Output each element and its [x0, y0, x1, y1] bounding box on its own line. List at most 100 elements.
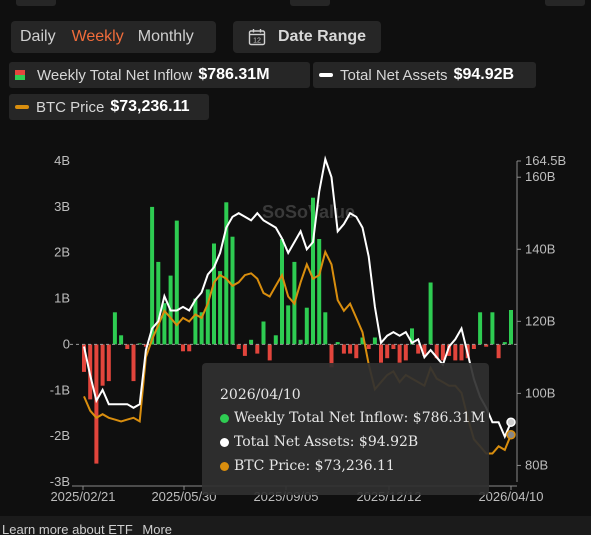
top-tab-stub[interactable] — [16, 0, 56, 6]
inflow-bar[interactable] — [341, 344, 346, 354]
inflow-bar[interactable] — [205, 289, 210, 345]
inflow-bar[interactable] — [397, 344, 402, 363]
inflow-bar[interactable] — [502, 342, 507, 345]
inflow-bar[interactable] — [137, 343, 142, 345]
legend-inflow[interactable]: Weekly Total Net Inflow $786.31M — [9, 62, 310, 88]
top-tab-stub[interactable] — [545, 0, 585, 6]
x-tick-label: 2026/04/10 — [478, 489, 543, 504]
inflow-bar[interactable] — [471, 344, 476, 349]
watermark-text: SoSoValue — [262, 202, 355, 222]
top-tab-stub[interactable] — [290, 0, 330, 6]
inflow-bar[interactable] — [106, 344, 111, 382]
footer: Learn more about ETF More — [0, 516, 591, 535]
inflow-bar[interactable] — [261, 321, 266, 345]
inflow-bar[interactable] — [354, 344, 359, 359]
tooltip-inflow-row: Weekly Total Net Inflow: $786.31M — [220, 410, 485, 426]
inflow-bar[interactable] — [372, 337, 377, 345]
inflow-bar[interactable] — [82, 344, 86, 372]
inflow-bar[interactable] — [242, 344, 247, 356]
inflow-bar[interactable] — [484, 344, 489, 347]
inflow-bar[interactable] — [125, 344, 130, 349]
inflow-bar[interactable] — [490, 312, 495, 345]
inflow-bar[interactable] — [224, 202, 229, 345]
inflow-bar[interactable] — [230, 236, 235, 345]
inflow-bar[interactable] — [94, 344, 99, 464]
inflow-bar[interactable] — [273, 335, 278, 345]
legend-btc-label: BTC Price — [36, 98, 105, 116]
tooltip-btc: BTC Price: $73,236.11 — [234, 458, 395, 474]
date-range-button[interactable]: 12 Date Range — [233, 21, 381, 53]
inflow-bar[interactable] — [329, 344, 334, 368]
inflow-bar[interactable] — [193, 298, 198, 345]
inflow-bar[interactable] — [335, 342, 340, 345]
date-range-label: Date Range — [278, 28, 367, 45]
inflow-bar[interactable] — [212, 243, 216, 345]
inflow-bar[interactable] — [453, 344, 458, 361]
chart-tooltip: 2026/04/10 Weekly Total Net Inflow: $786… — [202, 363, 489, 495]
assets-end-marker — [506, 417, 516, 427]
inflow-bar[interactable] — [174, 220, 179, 345]
inflow-bar[interactable] — [218, 271, 223, 345]
period-daily-button[interactable]: Daily — [20, 28, 56, 45]
inflow-bar[interactable] — [416, 344, 421, 354]
tooltip-date: 2026/04/10 — [220, 387, 301, 403]
inflow-bar[interactable] — [385, 344, 390, 359]
inflow-bar[interactable] — [162, 303, 167, 345]
inflow-bar[interactable] — [187, 344, 192, 352]
inflow-bar[interactable] — [422, 344, 427, 356]
inflow-bar[interactable] — [509, 310, 513, 345]
inflow-bar[interactable] — [143, 344, 148, 347]
inflow-bar[interactable] — [459, 344, 464, 361]
inflow-bar[interactable] — [434, 344, 439, 359]
inflow-bar[interactable] — [286, 305, 291, 345]
inflow-bar[interactable] — [428, 282, 433, 345]
inflow-bar[interactable] — [317, 239, 322, 345]
y-right-tick-label: 140B — [525, 241, 555, 256]
inflow-bar[interactable] — [100, 344, 105, 386]
inflow-swatch-icon — [15, 70, 25, 80]
inflow-bar[interactable] — [131, 344, 136, 382]
inflow-bar[interactable] — [440, 344, 445, 361]
green-dot-icon — [220, 413, 229, 423]
inflow-bar[interactable] — [298, 339, 303, 345]
inflow-bar[interactable] — [119, 335, 124, 345]
y-right-tick-label: 80B — [525, 457, 548, 472]
inflow-bar[interactable] — [199, 312, 204, 345]
more-link[interactable]: More — [142, 522, 173, 535]
y-left-tick-label: 0 — [63, 336, 70, 351]
inflow-bar[interactable] — [410, 328, 414, 345]
inflow-bar[interactable] — [150, 206, 155, 345]
inflow-bar[interactable] — [379, 344, 383, 363]
inflow-bar[interactable] — [156, 261, 161, 345]
period-weekly-button[interactable]: Weekly — [71, 28, 124, 45]
inflow-bar[interactable] — [366, 344, 371, 349]
legend-btc[interactable]: BTC Price $73,236.11 — [9, 94, 209, 120]
inflow-bar[interactable] — [391, 344, 396, 349]
legend-assets-label: Total Net Assets — [340, 66, 448, 84]
inflow-bar[interactable] — [348, 344, 353, 354]
period-monthly-button[interactable]: Monthly — [137, 28, 194, 45]
inflow-bar[interactable] — [112, 312, 117, 345]
inflow-bar[interactable] — [478, 312, 483, 345]
inflow-bar[interactable] — [496, 344, 501, 359]
inflow-bar[interactable] — [236, 344, 241, 349]
legend-assets[interactable]: Total Net Assets $94.92B — [313, 62, 536, 88]
inflow-bar[interactable] — [323, 312, 328, 345]
inflow-bar[interactable] — [280, 239, 284, 345]
inflow-bar[interactable] — [255, 344, 260, 354]
inflow-bar[interactable] — [311, 197, 315, 345]
inflow-bar[interactable] — [447, 344, 452, 356]
y-left-tick-label: 4B — [54, 153, 70, 168]
inflow-bar[interactable] — [360, 337, 365, 345]
top-bar — [0, 0, 591, 12]
inflow-bar[interactable] — [403, 344, 408, 361]
y-left-tick-label: -3B — [50, 474, 70, 489]
inflow-bar[interactable] — [304, 307, 309, 345]
inflow-bar[interactable] — [181, 344, 185, 352]
inflow-bar[interactable] — [249, 339, 254, 345]
learn-more-link[interactable]: Learn more about ETF — [2, 522, 133, 535]
y-right-tick-label: 100B — [525, 385, 555, 400]
inflow-bar[interactable] — [267, 344, 272, 361]
btc-line-swatch-icon — [15, 105, 29, 109]
